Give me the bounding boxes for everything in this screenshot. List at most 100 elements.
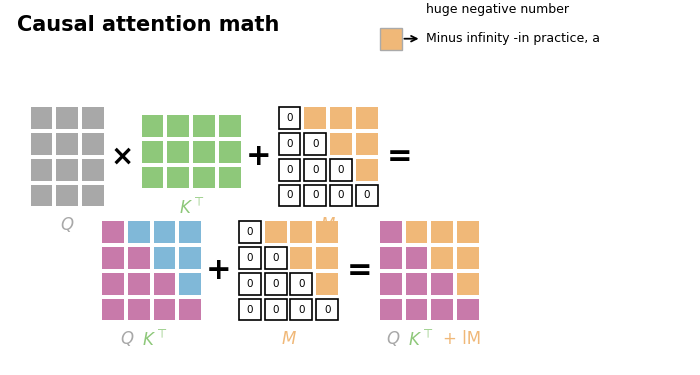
FancyBboxPatch shape bbox=[179, 273, 201, 295]
FancyBboxPatch shape bbox=[102, 247, 124, 269]
Text: 0: 0 bbox=[298, 304, 304, 315]
FancyBboxPatch shape bbox=[290, 298, 312, 321]
FancyBboxPatch shape bbox=[380, 247, 402, 269]
Text: 0: 0 bbox=[298, 279, 304, 289]
FancyBboxPatch shape bbox=[57, 159, 78, 181]
FancyBboxPatch shape bbox=[330, 159, 352, 181]
FancyBboxPatch shape bbox=[31, 107, 52, 129]
FancyBboxPatch shape bbox=[405, 247, 428, 269]
Text: Q: Q bbox=[120, 330, 134, 348]
FancyBboxPatch shape bbox=[167, 166, 189, 189]
FancyBboxPatch shape bbox=[141, 141, 164, 163]
FancyBboxPatch shape bbox=[304, 184, 326, 206]
Text: $K^\top$: $K^\top$ bbox=[141, 330, 167, 351]
FancyBboxPatch shape bbox=[193, 141, 215, 163]
FancyBboxPatch shape bbox=[193, 115, 215, 137]
FancyBboxPatch shape bbox=[304, 159, 326, 181]
FancyBboxPatch shape bbox=[304, 107, 326, 129]
FancyBboxPatch shape bbox=[179, 247, 201, 269]
Text: $K^\top$: $K^\top$ bbox=[407, 330, 433, 351]
FancyBboxPatch shape bbox=[279, 107, 300, 129]
FancyBboxPatch shape bbox=[356, 184, 378, 206]
FancyBboxPatch shape bbox=[290, 221, 312, 243]
FancyBboxPatch shape bbox=[82, 133, 104, 155]
Text: 0: 0 bbox=[272, 279, 279, 289]
FancyBboxPatch shape bbox=[405, 273, 428, 295]
FancyBboxPatch shape bbox=[330, 184, 352, 206]
Text: Q: Q bbox=[386, 330, 400, 348]
FancyBboxPatch shape bbox=[316, 221, 338, 243]
Text: ×: × bbox=[110, 143, 134, 171]
FancyBboxPatch shape bbox=[380, 28, 402, 50]
FancyBboxPatch shape bbox=[431, 298, 453, 321]
FancyBboxPatch shape bbox=[31, 133, 52, 155]
FancyBboxPatch shape bbox=[239, 298, 260, 321]
Text: 0: 0 bbox=[246, 279, 253, 289]
Text: 0: 0 bbox=[286, 165, 293, 175]
FancyBboxPatch shape bbox=[102, 298, 124, 321]
FancyBboxPatch shape bbox=[380, 298, 402, 321]
Text: Minus infinity -in practice, a: Minus infinity -in practice, a bbox=[426, 32, 601, 45]
FancyBboxPatch shape bbox=[457, 273, 479, 295]
FancyBboxPatch shape bbox=[457, 247, 479, 269]
FancyBboxPatch shape bbox=[128, 273, 150, 295]
FancyBboxPatch shape bbox=[431, 247, 453, 269]
FancyBboxPatch shape bbox=[219, 115, 241, 137]
Text: 0: 0 bbox=[338, 190, 344, 201]
FancyBboxPatch shape bbox=[31, 159, 52, 181]
FancyBboxPatch shape bbox=[239, 221, 260, 243]
FancyBboxPatch shape bbox=[179, 298, 201, 321]
Text: Causal attention math: Causal attention math bbox=[17, 15, 279, 35]
Text: 0: 0 bbox=[286, 113, 293, 123]
FancyBboxPatch shape bbox=[167, 141, 189, 163]
FancyBboxPatch shape bbox=[141, 166, 164, 189]
FancyBboxPatch shape bbox=[179, 221, 201, 243]
Text: 0: 0 bbox=[246, 227, 253, 237]
FancyBboxPatch shape bbox=[82, 184, 104, 206]
Text: 0: 0 bbox=[272, 253, 279, 263]
FancyBboxPatch shape bbox=[31, 184, 52, 206]
FancyBboxPatch shape bbox=[316, 298, 338, 321]
FancyBboxPatch shape bbox=[380, 221, 402, 243]
Text: huge negative number: huge negative number bbox=[426, 3, 569, 16]
Text: Q: Q bbox=[61, 216, 74, 234]
FancyBboxPatch shape bbox=[239, 273, 260, 295]
FancyBboxPatch shape bbox=[102, 221, 124, 243]
FancyBboxPatch shape bbox=[356, 107, 378, 129]
Text: 0: 0 bbox=[286, 139, 293, 149]
Text: 0: 0 bbox=[312, 165, 318, 175]
FancyBboxPatch shape bbox=[239, 247, 260, 269]
FancyBboxPatch shape bbox=[457, 298, 479, 321]
Text: +: + bbox=[246, 142, 272, 171]
FancyBboxPatch shape bbox=[141, 115, 164, 137]
Text: M: M bbox=[281, 330, 295, 348]
FancyBboxPatch shape bbox=[457, 221, 479, 243]
Text: $K^\top$: $K^\top$ bbox=[178, 198, 204, 219]
Text: 0: 0 bbox=[246, 304, 253, 315]
FancyBboxPatch shape bbox=[193, 166, 215, 189]
FancyBboxPatch shape bbox=[265, 298, 286, 321]
FancyBboxPatch shape bbox=[265, 273, 286, 295]
Text: 0: 0 bbox=[312, 139, 318, 149]
FancyBboxPatch shape bbox=[279, 133, 300, 155]
FancyBboxPatch shape bbox=[290, 273, 312, 295]
FancyBboxPatch shape bbox=[330, 107, 352, 129]
Text: 0: 0 bbox=[312, 190, 318, 201]
Text: + lM: + lM bbox=[443, 330, 482, 348]
FancyBboxPatch shape bbox=[153, 298, 176, 321]
FancyBboxPatch shape bbox=[330, 133, 352, 155]
FancyBboxPatch shape bbox=[153, 221, 176, 243]
FancyBboxPatch shape bbox=[57, 184, 78, 206]
Text: 0: 0 bbox=[324, 304, 330, 315]
FancyBboxPatch shape bbox=[279, 159, 300, 181]
Text: =: = bbox=[347, 256, 372, 285]
FancyBboxPatch shape bbox=[219, 166, 241, 189]
FancyBboxPatch shape bbox=[405, 221, 428, 243]
Text: 0: 0 bbox=[272, 304, 279, 315]
FancyBboxPatch shape bbox=[316, 247, 338, 269]
FancyBboxPatch shape bbox=[82, 159, 104, 181]
FancyBboxPatch shape bbox=[57, 133, 78, 155]
FancyBboxPatch shape bbox=[356, 159, 378, 181]
FancyBboxPatch shape bbox=[431, 221, 453, 243]
FancyBboxPatch shape bbox=[265, 247, 286, 269]
